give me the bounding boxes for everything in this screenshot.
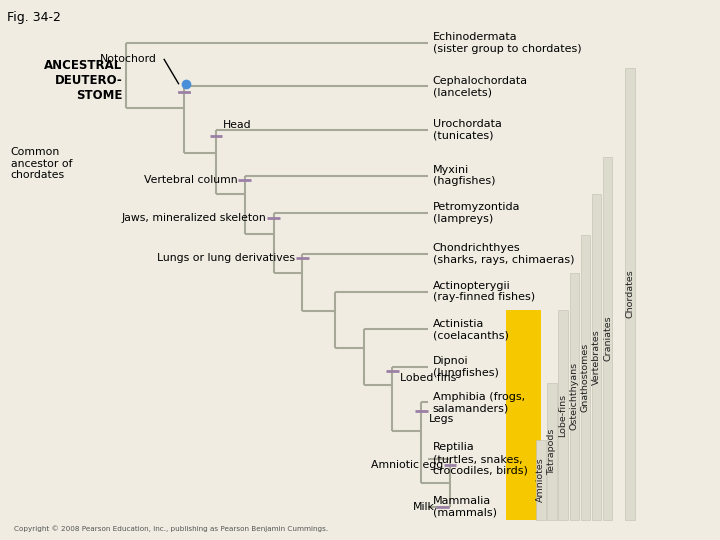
Bar [592,194,601,520]
Bar [580,235,590,520]
Text: Tetrapods: Tetrapods [547,429,557,475]
Text: Actinopterygii
(ray-finned fishes): Actinopterygii (ray-finned fishes) [433,281,535,302]
Text: Gnathostomes: Gnathostomes [581,343,590,412]
Bar [536,440,546,520]
Text: Copyright © 2008 Pearson Education, Inc., publishing as Pearson Benjamin Cumming: Copyright © 2008 Pearson Education, Inc.… [14,525,328,532]
Text: Myxini
(hagfishes): Myxini (hagfishes) [433,165,495,186]
Text: Fig. 34-2: Fig. 34-2 [7,11,61,24]
Text: Amphibia (frogs,
salamanders): Amphibia (frogs, salamanders) [433,392,525,413]
Bar [506,310,541,520]
Text: Actinistia
(coelacanths): Actinistia (coelacanths) [433,319,508,340]
Text: Milk: Milk [413,502,435,511]
Bar [625,68,635,520]
Text: Common
ancestor of
chordates: Common ancestor of chordates [11,147,72,180]
Text: Jaws, mineralized skeleton: Jaws, mineralized skeleton [122,213,266,223]
Text: Cephalochordata
(lancelets): Cephalochordata (lancelets) [433,76,528,97]
Text: Chondrichthyes
(sharks, rays, chimaeras): Chondrichthyes (sharks, rays, chimaeras) [433,243,575,265]
Text: Lungs or lung derivatives: Lungs or lung derivatives [157,253,295,263]
Text: Chordates: Chordates [626,269,634,318]
Text: Legs: Legs [428,414,454,424]
Text: Amniotic egg: Amniotic egg [371,461,443,470]
Text: Amniotes: Amniotes [536,458,545,502]
Text: Osteichthyans: Osteichthyans [570,362,579,430]
Text: Dipnoi
(lungfishes): Dipnoi (lungfishes) [433,356,498,378]
Text: Lobed fins: Lobed fins [400,373,456,383]
Text: Lobe-fins: Lobe-fins [559,394,567,437]
Text: Petromyzontida
(lampreys): Petromyzontida (lampreys) [433,202,521,224]
Bar [547,383,557,520]
Bar [603,157,613,520]
Text: Notochord: Notochord [100,55,157,64]
Text: Mammalia
(mammals): Mammalia (mammals) [433,496,497,517]
Text: Vertebral column: Vertebral column [144,174,238,185]
Text: Echinodermata
(sister group to chordates): Echinodermata (sister group to chordates… [433,32,581,54]
Text: Vertebrates: Vertebrates [592,329,601,385]
Bar [559,310,568,520]
Text: Craniates: Craniates [603,315,612,361]
Bar [570,273,579,520]
Text: Reptilia
(turtles, snakes,
crocodiles, birds): Reptilia (turtles, snakes, crocodiles, b… [433,442,528,476]
Text: ANCESTRAL
DEUTERO-
STOME: ANCESTRAL DEUTERO- STOME [44,59,122,103]
Text: Urochordata
(tunicates): Urochordata (tunicates) [433,119,502,140]
Text: Head: Head [223,120,252,130]
